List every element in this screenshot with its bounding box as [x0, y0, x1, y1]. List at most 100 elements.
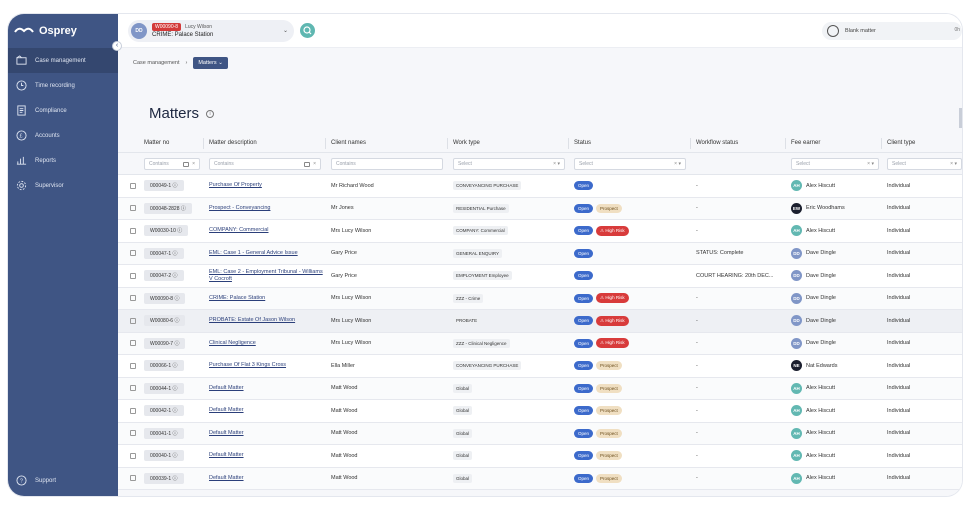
filter-client[interactable]: Contains [331, 158, 443, 170]
matter-description-link[interactable]: Prospect - Conveyancing [209, 204, 271, 211]
column-header-matter-description[interactable]: Matter description [209, 140, 257, 146]
matter-description-link[interactable]: Purchase Of Property [209, 182, 262, 189]
matter-description-link[interactable]: COMPANY: Commercial [209, 227, 269, 234]
filter-description[interactable]: Contains × [209, 158, 321, 170]
breadcrumb-root[interactable]: Case management [133, 60, 180, 66]
column-divider[interactable] [203, 138, 204, 149]
matter-no[interactable]: W00090-7 ⓘ [144, 337, 186, 349]
table-row[interactable]: 000066-1 ⓘ Purchase Of Flat 3 Kings Cros… [118, 355, 962, 378]
matter-no[interactable]: 000049-1 ⓘ [144, 180, 184, 192]
sidebar-item-compliance[interactable]: Compliance [8, 98, 118, 123]
filter-icon[interactable] [183, 161, 189, 167]
matter-no-cell: 000066-1 ⓘ [144, 355, 184, 377]
clear-icon[interactable]: × [313, 161, 316, 167]
lock-cell [130, 288, 136, 310]
table-row[interactable]: W00090-7 ⓘ Clinical Negligence Mrs Lucy … [118, 332, 962, 355]
table-row[interactable]: 000040-1 ⓘ Default Matter Matt Wood Glob… [118, 445, 962, 468]
fee-earner-name: Alex Hiscutt [806, 475, 836, 482]
table-row[interactable]: W00080-6 ⓘ PROBATE: Estate Of Jason Wils… [118, 310, 962, 333]
clear-select-icon[interactable]: × ▾ [674, 161, 681, 167]
fee-earner-name: Alex Hiscutt [806, 385, 836, 392]
clear-select-icon[interactable]: × ▾ [553, 161, 560, 167]
table-row[interactable]: 000041-1 ⓘ Default Matter Matt Wood Glob… [118, 422, 962, 445]
fee-earner-cell: NE Nat Edwards [791, 355, 838, 377]
matter-description-link[interactable]: EML: Case 2 - Employment Tribunal - Will… [209, 268, 323, 282]
matter-description-link[interactable]: Clinical Negligence [209, 339, 256, 346]
table-row[interactable]: W00090-8 ⓘ CRIME: Palace Station Mrs Luc… [118, 287, 962, 310]
column-header-status[interactable]: Status [574, 140, 592, 146]
column-header-matter-no[interactable]: Matter no [144, 140, 170, 146]
filter-client-type[interactable]: Select × ▾ [887, 158, 962, 170]
sidebar-item-accounts[interactable]: £ Accounts [8, 123, 118, 148]
column-header-workflow-status[interactable]: Workflow status [696, 140, 739, 146]
filter-fee-earner[interactable]: Select × ▾ [791, 158, 879, 170]
matter-description-link[interactable]: Default Matter [209, 429, 244, 436]
column-divider[interactable] [690, 138, 691, 149]
matter-no[interactable]: 000066-1 ⓘ [144, 360, 184, 372]
matter-no[interactable]: 000039-1 ⓘ [144, 472, 184, 484]
scrollbar[interactable] [959, 108, 962, 128]
info-icon[interactable]: i [206, 109, 215, 118]
client-name: Matt Wood [331, 385, 358, 392]
matter-no[interactable]: 000042-1 ⓘ [144, 405, 184, 417]
column-divider[interactable] [447, 138, 448, 149]
table-row[interactable]: 000049-1 ⓘ Purchase Of Property Mr Richa… [118, 175, 962, 198]
matter-no[interactable]: 000048-2828 ⓘ [144, 202, 192, 214]
matter-description-link[interactable]: Default Matter [209, 407, 244, 414]
column-divider[interactable] [785, 138, 786, 149]
timer-widget[interactable]: Blank matter 0h [822, 22, 962, 40]
column-header-work-type[interactable]: Work type [453, 140, 480, 146]
collapse-sidebar-button[interactable]: ‹ [112, 41, 122, 51]
sidebar-item-time-recording[interactable]: Time recording [8, 73, 118, 98]
matter-no[interactable]: W00030-10 ⓘ [144, 225, 189, 237]
table-row[interactable]: 000048-2828 ⓘ Prospect - Conveyancing Mr… [118, 197, 962, 220]
breadcrumb-current[interactable]: Matters ⌄ [193, 57, 228, 69]
sidebar-item-case-management[interactable]: Case management [8, 48, 118, 73]
sidebar-item-reports[interactable]: Reports [8, 148, 118, 173]
clear-select-icon[interactable]: × ▾ [950, 161, 957, 167]
filter-icon[interactable] [304, 161, 310, 167]
matter-no[interactable]: W00080-6 ⓘ [144, 315, 186, 327]
column-divider[interactable] [568, 138, 569, 149]
matter-no-cell: W00030-10 ⓘ [144, 220, 189, 242]
column-divider[interactable] [325, 138, 326, 149]
matter-description-link[interactable]: Default Matter [209, 452, 244, 459]
matter-description-link[interactable]: CRIME: Palace Station [209, 294, 266, 301]
clear-icon[interactable]: × [192, 161, 195, 167]
matter-description-link[interactable]: Default Matter [209, 474, 244, 481]
matter-no[interactable]: 000047-1 ⓘ [144, 247, 184, 259]
filter-matter-no[interactable]: Contains × [144, 158, 200, 170]
lock-icon [130, 385, 136, 392]
matter-description-link[interactable]: Default Matter [209, 384, 244, 391]
table-row[interactable]: 000039-1 ⓘ Default Matter Matt Wood Glob… [118, 467, 962, 490]
lock-cell [130, 220, 136, 242]
column-header-client-type[interactable]: Client type [887, 140, 916, 146]
matter-no[interactable]: W00090-8 ⓘ [144, 292, 186, 304]
column-divider[interactable] [881, 138, 882, 149]
clear-select-icon[interactable]: × ▾ [867, 161, 874, 167]
sidebar-item-supervisor[interactable]: Supervisor [8, 173, 118, 198]
client-cell: Gary Price [331, 243, 357, 265]
filter-status[interactable]: Select × ▾ [574, 158, 686, 170]
table-row[interactable]: 000047-2 ⓘ EML: Case 2 - Employment Trib… [118, 265, 962, 288]
filter-work-type[interactable]: Select × ▾ [453, 158, 565, 170]
table-row[interactable]: 000042-1 ⓘ Default Matter Matt Wood Glob… [118, 400, 962, 423]
column-header-fee-earner[interactable]: Fee earner [791, 140, 821, 146]
current-matter-selector[interactable]: DD W00090-8 Lucy Wilson CRIME: Palace St… [128, 20, 294, 42]
logo[interactable]: Osprey [8, 14, 118, 48]
matter-no[interactable]: 000041-1 ⓘ [144, 427, 184, 439]
table-row[interactable]: W00030-10 ⓘ COMPANY: Commercial Mrs Lucy… [118, 220, 962, 243]
table-row[interactable]: 000044-1 ⓘ Default Matter Matt Wood Glob… [118, 377, 962, 400]
workflow-cell: - [696, 423, 788, 445]
matter-description-link[interactable]: EML: Case 1 - General Advice Issue [209, 249, 298, 256]
matter-description-link[interactable]: Purchase Of Flat 3 Kings Cross [209, 362, 287, 369]
matter-description-link[interactable]: PROBATE: Estate Of Jason Wilson [209, 317, 296, 324]
matter-no[interactable]: 000044-1 ⓘ [144, 382, 184, 394]
matter-no[interactable]: 000040-1 ⓘ [144, 450, 184, 462]
table-row[interactable]: 000047-1 ⓘ EML: Case 1 - General Advice … [118, 242, 962, 265]
support-link[interactable]: ? Support [16, 475, 56, 486]
column-header-client-names[interactable]: Client names [331, 140, 367, 146]
matter-no[interactable]: 000047-2 ⓘ [144, 270, 184, 282]
search-button[interactable] [300, 23, 315, 38]
lock-cell [130, 423, 136, 445]
